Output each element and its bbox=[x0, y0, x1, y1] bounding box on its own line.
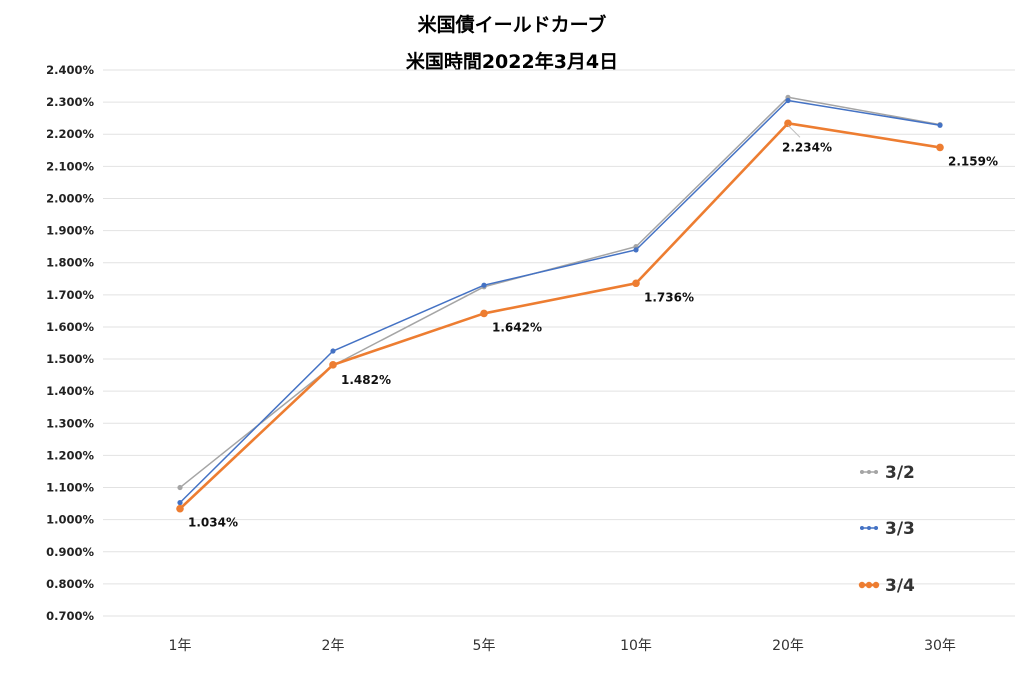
chart-subtitle: 米国時間2022年3月4日 bbox=[406, 50, 618, 73]
label-leader-line bbox=[787, 124, 801, 138]
legend-swatch-marker bbox=[860, 470, 864, 474]
y-tick-label: 1.900% bbox=[46, 224, 94, 238]
y-tick-label: 1.300% bbox=[46, 416, 94, 430]
x-axis-ticks: 1年 2年 5年 10年 20年 30年 bbox=[169, 638, 956, 654]
legend-swatch-marker bbox=[865, 581, 873, 589]
legend-label: 3/3 bbox=[885, 519, 915, 539]
x-tick-label: 5年 bbox=[473, 638, 496, 654]
y-tick-label: 0.800% bbox=[46, 577, 94, 591]
x-tick-label: 30年 bbox=[924, 638, 956, 654]
legend-swatch-marker bbox=[858, 581, 866, 589]
y-tick-label: 0.700% bbox=[46, 609, 94, 623]
legend-swatch-marker bbox=[874, 470, 878, 474]
legend-swatch-marker bbox=[874, 526, 878, 530]
data-point bbox=[937, 122, 943, 128]
x-tick-label: 10年 bbox=[620, 638, 652, 654]
chart-title: 米国債イールドカーブ bbox=[418, 13, 607, 36]
legend-label: 3/2 bbox=[885, 463, 915, 483]
legend-swatch-marker bbox=[867, 526, 871, 530]
series-layer bbox=[176, 94, 944, 513]
series-line-3-3 bbox=[179, 99, 941, 504]
legend: 3/2 3/3 3/4 bbox=[858, 463, 915, 596]
data-point bbox=[633, 247, 639, 253]
gridlines bbox=[103, 69, 1015, 617]
data-point bbox=[785, 97, 791, 104]
y-tick-label: 1.700% bbox=[46, 288, 94, 302]
data-point bbox=[329, 361, 337, 369]
data-point bbox=[480, 309, 488, 318]
y-axis-ticks: 0.700% 0.800% 0.900% 1.000% 1.100% 1.200% 1.30… bbox=[46, 63, 94, 623]
data-label: 1.736% bbox=[644, 290, 694, 304]
y-tick-label: 1.600% bbox=[46, 320, 94, 334]
x-tick-label: 20年 bbox=[772, 638, 804, 654]
y-tick-label: 2.400% bbox=[46, 63, 94, 77]
x-tick-label: 1年 bbox=[169, 638, 192, 654]
data-point bbox=[176, 504, 184, 513]
y-tick-label: 1.000% bbox=[46, 513, 94, 527]
data-point bbox=[177, 484, 183, 491]
y-tick-label: 2.200% bbox=[46, 127, 94, 141]
data-label: 1.482% bbox=[341, 373, 391, 387]
legend-swatch-marker bbox=[872, 581, 880, 589]
data-point bbox=[632, 279, 640, 288]
y-tick-label: 1.500% bbox=[46, 352, 94, 366]
y-tick-label: 0.900% bbox=[46, 545, 94, 559]
y-tick-label: 2.300% bbox=[46, 95, 94, 109]
y-tick-label: 1.100% bbox=[46, 481, 94, 495]
data-labels: 1.034% 1.482% 1.642% 1.736% 2.234% 2.159% bbox=[188, 124, 998, 530]
y-tick-label: 1.800% bbox=[46, 256, 94, 270]
data-point bbox=[177, 500, 183, 506]
data-label: 1.642% bbox=[492, 320, 542, 334]
data-point bbox=[936, 143, 944, 152]
series-line-3-2 bbox=[179, 96, 941, 489]
data-point bbox=[481, 282, 487, 288]
series-line-3-4 bbox=[179, 122, 941, 510]
data-point bbox=[784, 119, 792, 128]
y-tick-label: 2.100% bbox=[46, 159, 94, 173]
y-tick-label: 2.000% bbox=[46, 191, 94, 205]
data-label: 1.034% bbox=[188, 516, 238, 530]
data-label: 2.159% bbox=[948, 154, 998, 168]
y-tick-label: 1.400% bbox=[46, 384, 94, 398]
data-point bbox=[330, 348, 336, 354]
y-tick-label: 1.200% bbox=[46, 448, 94, 462]
data-label: 2.234% bbox=[782, 140, 832, 154]
legend-label: 3/4 bbox=[885, 576, 915, 596]
x-tick-label: 2年 bbox=[322, 638, 345, 654]
legend-swatch-marker bbox=[860, 526, 864, 530]
legend-swatch-marker bbox=[867, 470, 871, 474]
